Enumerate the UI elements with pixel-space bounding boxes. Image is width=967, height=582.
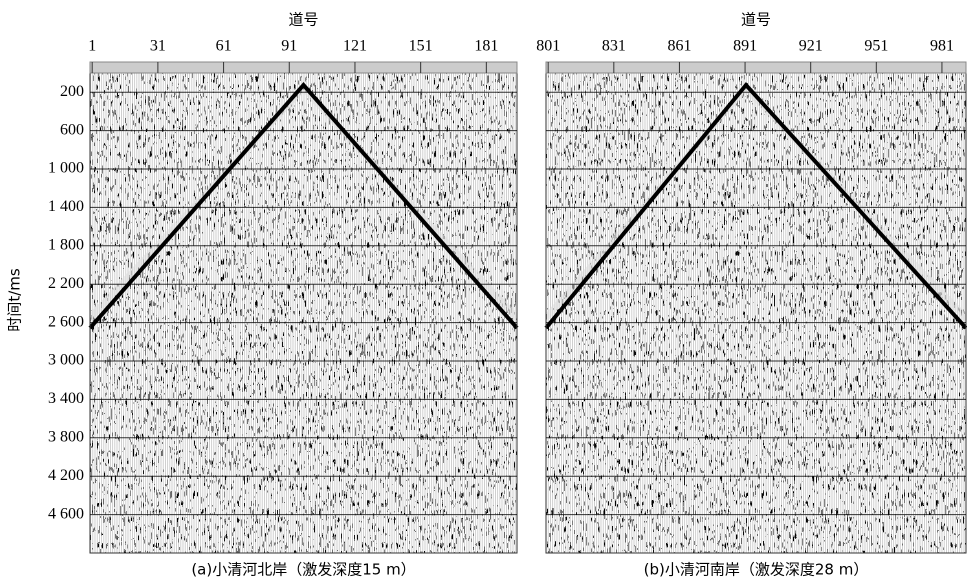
y-tick-label: 4 600	[48, 505, 84, 522]
x-axis-title: 道号	[288, 11, 318, 29]
x-tick-label: 831	[602, 38, 626, 55]
x-tick-label: 1	[88, 38, 96, 55]
x-tick-label: 151	[409, 38, 433, 55]
x-tick-label: 891	[733, 38, 757, 55]
x-tick-label: 861	[667, 38, 691, 55]
x-tick-label: 951	[864, 38, 888, 55]
y-tick-label: 1 000	[48, 160, 84, 177]
y-tick-label: 4 200	[48, 467, 84, 484]
x-tick-label: 181	[474, 38, 498, 55]
y-tick-label: 600	[60, 121, 84, 138]
x-tick-label: 921	[799, 38, 823, 55]
x-axis-title: 道号	[741, 11, 771, 29]
trace-ruler	[545, 61, 967, 74]
x-tick-label: 801	[536, 38, 560, 55]
x-tick-label: 31	[150, 38, 166, 55]
y-tick-label: 3 800	[48, 428, 84, 445]
x-tick-label: 61	[216, 38, 232, 55]
x-tick-label: 121	[343, 38, 367, 55]
trace-ruler	[89, 61, 518, 74]
panel-caption: (a)小清河北岸（激发深度15 m）	[191, 561, 415, 579]
y-tick-label: 2 200	[48, 275, 84, 292]
first-arrival	[544, 81, 967, 330]
x-tick-label: 981	[930, 38, 954, 55]
y-axis-title: 时间t/ms	[6, 268, 24, 332]
y-tick-label: 1 800	[48, 236, 84, 253]
trace-overlay	[546, 73, 966, 553]
y-tick-label: 200	[60, 83, 84, 100]
y-tick-label: 3 400	[48, 390, 84, 407]
panel-caption: (b)小清河南岸（激发深度28 m）	[644, 561, 869, 579]
y-tick-label: 2 600	[48, 313, 84, 330]
trace-overlay	[90, 73, 517, 553]
y-tick-label: 3 000	[48, 352, 84, 369]
x-tick-label: 91	[281, 38, 297, 55]
y-tick-label: 1 400	[48, 198, 84, 215]
first-arrival	[88, 81, 519, 330]
